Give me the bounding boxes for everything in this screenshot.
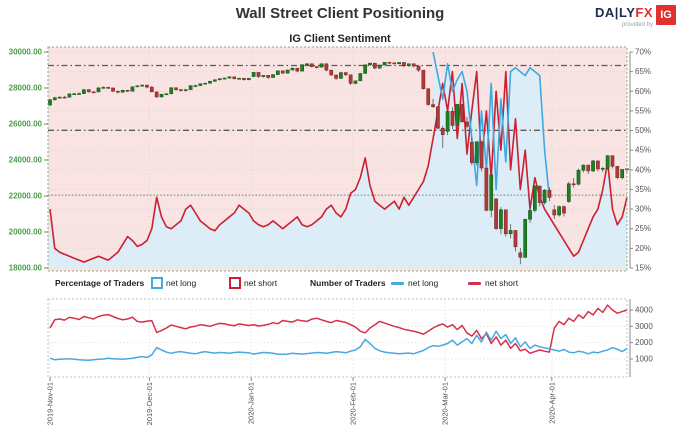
net-long-swatch-icon (151, 277, 163, 289)
svg-text:2020-Mar-01: 2020-Mar-01 (441, 382, 450, 425)
legend-pct-net-short-swatch (229, 275, 241, 291)
net-short-line-icon (468, 281, 481, 285)
svg-text:4000: 4000 (635, 306, 653, 315)
logo-fx-text: FX (635, 5, 653, 20)
svg-text:45%: 45% (635, 146, 651, 155)
legend-pct-header: Percentage of Traders (55, 278, 145, 288)
svg-text:55%: 55% (635, 106, 651, 115)
svg-text:20000.00: 20000.00 (9, 228, 43, 237)
main-axes: 18000.00 20000.00 22000.00 24000.00 26000.00… (9, 46, 651, 273)
svg-text:70%: 70% (635, 48, 651, 57)
price-candles (48, 61, 629, 265)
dailyfx-logo: DA|LYFX provided by IG (595, 5, 676, 28)
legend-pct-net-short-label: net short (244, 278, 278, 288)
legend-count-header: Number of Traders (310, 278, 386, 288)
svg-text:30000.00: 30000.00 (9, 48, 43, 57)
date-axis: 2019-Nov-01 2019-Dec-01 2020-Jan-01 2020-Fe… (46, 377, 556, 425)
technical-level-lines (48, 64, 627, 196)
trader-count-chart: 1000 2000 3000 4000 (47, 298, 653, 378)
svg-text:25%: 25% (635, 224, 651, 233)
svg-text:22000.00: 22000.00 (9, 192, 43, 201)
svg-text:20%: 20% (635, 244, 651, 253)
svg-text:2019-Nov-01: 2019-Nov-01 (46, 382, 55, 425)
legend-count-net-long-swatch (391, 275, 404, 291)
page-title: Wall Street Client Positioning (235, 5, 445, 22)
svg-text:30%: 30% (635, 205, 651, 214)
legend-count-net-long-label: net long (408, 278, 439, 288)
svg-text:65%: 65% (635, 67, 651, 76)
legend-count-net-short-label: net short (485, 278, 519, 288)
svg-text:28000.00: 28000.00 (9, 84, 43, 93)
ig-badge: IG (656, 5, 676, 25)
svg-text:3000: 3000 (635, 322, 653, 331)
chart-legend: Percentage of Traders net long net short… (0, 275, 680, 291)
svg-text:1000: 1000 (635, 355, 653, 364)
svg-text:2000: 2000 (635, 338, 653, 347)
svg-text:2019-Dec-01: 2019-Dec-01 (145, 382, 154, 425)
net-short-swatch-icon (229, 277, 241, 289)
sentiment-lines (49, 51, 628, 263)
svg-text:15%: 15% (635, 264, 651, 273)
logo-provided-by: provided by (621, 22, 653, 28)
svg-text:18000.00: 18000.00 (9, 264, 43, 273)
svg-text:40%: 40% (635, 165, 651, 174)
dailyfx-wordmark: DA|LYFX provided by (595, 5, 653, 28)
svg-text:2020-Jan-01: 2020-Jan-01 (247, 382, 256, 424)
net-long-line-icon (391, 281, 404, 285)
legend-pct-net-long-swatch (151, 275, 163, 291)
svg-text:2020-Feb-01: 2020-Feb-01 (349, 382, 358, 425)
logo-daily-text: DA|LY (595, 5, 636, 20)
svg-text:35%: 35% (635, 185, 651, 194)
chart-title: IG Client Sentiment (289, 33, 391, 45)
legend-count-net-short-swatch (468, 275, 481, 291)
svg-text:60%: 60% (635, 87, 651, 96)
svg-text:24000.00: 24000.00 (9, 156, 43, 165)
svg-text:50%: 50% (635, 126, 651, 135)
svg-text:2020-Apr-01: 2020-Apr-01 (547, 382, 556, 424)
svg-text:26000.00: 26000.00 (9, 120, 43, 129)
legend-pct-net-long-label: net long (166, 278, 197, 288)
